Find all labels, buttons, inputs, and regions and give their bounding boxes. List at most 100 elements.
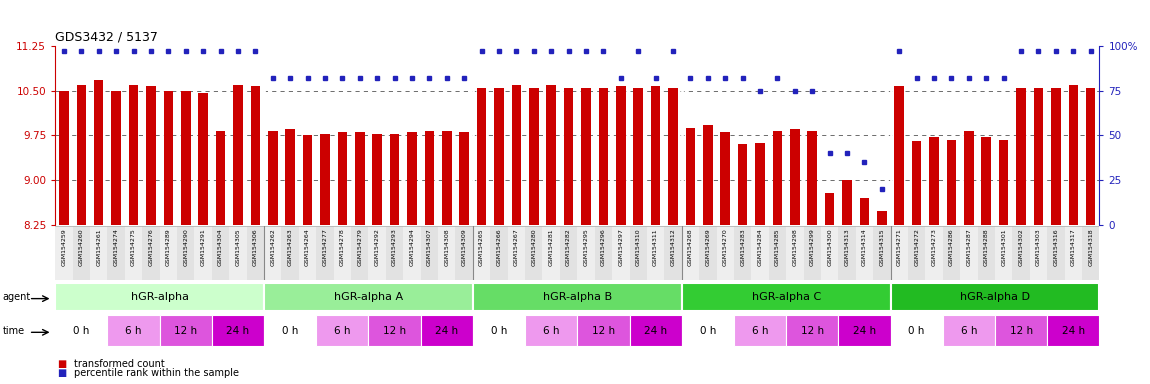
Text: GSM154303: GSM154303 bbox=[1036, 228, 1041, 266]
Bar bbox=[163, 91, 174, 225]
Bar bbox=[943, 315, 995, 346]
Bar bbox=[181, 91, 191, 225]
Bar bbox=[455, 226, 473, 280]
Bar bbox=[442, 131, 452, 225]
Text: GSM154272: GSM154272 bbox=[914, 228, 919, 266]
Bar bbox=[768, 226, 787, 280]
Text: GSM154262: GSM154262 bbox=[270, 228, 275, 266]
Bar bbox=[316, 315, 368, 346]
Text: GSM154301: GSM154301 bbox=[1002, 228, 1006, 266]
Text: GSM154268: GSM154268 bbox=[688, 228, 693, 266]
Text: GSM154310: GSM154310 bbox=[636, 228, 641, 266]
Text: GSM154287: GSM154287 bbox=[966, 228, 972, 266]
Bar bbox=[438, 226, 455, 280]
Bar bbox=[978, 226, 995, 280]
Text: ■: ■ bbox=[58, 368, 67, 378]
Bar bbox=[877, 211, 887, 225]
Bar bbox=[285, 129, 294, 225]
Text: GSM154286: GSM154286 bbox=[949, 228, 954, 266]
Bar bbox=[424, 131, 435, 225]
Bar bbox=[751, 226, 768, 280]
Text: GSM154315: GSM154315 bbox=[880, 228, 884, 266]
Bar bbox=[55, 283, 264, 311]
Bar bbox=[668, 88, 677, 225]
Bar bbox=[890, 283, 1099, 311]
Bar bbox=[560, 226, 577, 280]
Text: GSM154292: GSM154292 bbox=[375, 228, 380, 266]
Text: GSM154277: GSM154277 bbox=[322, 228, 328, 266]
Bar bbox=[612, 226, 629, 280]
Bar bbox=[251, 86, 260, 225]
Bar bbox=[494, 88, 504, 225]
Bar bbox=[964, 131, 974, 225]
Text: 0 h: 0 h bbox=[282, 326, 298, 336]
Text: 12 h: 12 h bbox=[174, 326, 198, 336]
Text: 0 h: 0 h bbox=[74, 326, 90, 336]
Text: GSM154265: GSM154265 bbox=[480, 228, 484, 266]
Text: GSM154296: GSM154296 bbox=[601, 228, 606, 266]
Bar bbox=[856, 226, 873, 280]
Text: GSM154266: GSM154266 bbox=[497, 228, 501, 266]
Bar bbox=[107, 226, 125, 280]
Bar bbox=[526, 226, 543, 280]
Text: GSM154316: GSM154316 bbox=[1053, 228, 1058, 266]
Bar bbox=[599, 88, 608, 225]
Bar bbox=[268, 131, 277, 225]
Bar bbox=[507, 226, 526, 280]
Bar bbox=[407, 132, 416, 225]
Bar bbox=[946, 139, 957, 225]
Text: GSM154276: GSM154276 bbox=[148, 228, 153, 266]
Text: GSM154304: GSM154304 bbox=[218, 228, 223, 266]
Text: GSM154285: GSM154285 bbox=[775, 228, 780, 266]
Bar bbox=[526, 315, 577, 346]
Bar bbox=[229, 226, 246, 280]
Text: 0 h: 0 h bbox=[699, 326, 716, 336]
Bar bbox=[703, 125, 713, 225]
Bar bbox=[595, 226, 612, 280]
Bar bbox=[1034, 88, 1043, 225]
Bar bbox=[647, 226, 665, 280]
Text: GSM154283: GSM154283 bbox=[741, 228, 745, 266]
Bar bbox=[821, 226, 838, 280]
Bar bbox=[529, 88, 538, 225]
Bar bbox=[999, 139, 1009, 225]
Bar bbox=[1051, 88, 1060, 225]
Text: GSM154282: GSM154282 bbox=[566, 228, 572, 266]
Bar bbox=[421, 226, 438, 280]
Bar bbox=[112, 91, 121, 225]
Bar bbox=[299, 226, 316, 280]
Bar bbox=[890, 226, 908, 280]
Bar bbox=[807, 131, 816, 225]
Bar bbox=[860, 198, 869, 225]
Text: 24 h: 24 h bbox=[853, 326, 876, 336]
Text: GSM154278: GSM154278 bbox=[340, 228, 345, 266]
Text: GSM154269: GSM154269 bbox=[705, 228, 711, 266]
Text: GSM154273: GSM154273 bbox=[932, 228, 936, 266]
Text: GSM154293: GSM154293 bbox=[392, 228, 397, 266]
Text: GSM154312: GSM154312 bbox=[670, 228, 675, 266]
Text: 6 h: 6 h bbox=[335, 326, 351, 336]
Bar bbox=[125, 226, 143, 280]
Text: GSM154280: GSM154280 bbox=[531, 228, 536, 266]
Text: GSM154260: GSM154260 bbox=[79, 228, 84, 266]
Text: GSM154270: GSM154270 bbox=[722, 228, 728, 266]
Bar bbox=[873, 226, 890, 280]
Bar bbox=[577, 315, 629, 346]
Text: 0 h: 0 h bbox=[491, 326, 507, 336]
Bar bbox=[716, 226, 734, 280]
Bar bbox=[55, 315, 107, 346]
Text: GSM154309: GSM154309 bbox=[461, 228, 467, 266]
Text: agent: agent bbox=[2, 292, 31, 302]
Bar bbox=[685, 127, 696, 225]
Text: GSM154264: GSM154264 bbox=[305, 228, 310, 266]
Text: 0 h: 0 h bbox=[908, 326, 925, 336]
Bar bbox=[55, 226, 72, 280]
Text: GSM154275: GSM154275 bbox=[131, 228, 136, 266]
Bar bbox=[577, 226, 595, 280]
Bar bbox=[546, 85, 555, 225]
Bar bbox=[682, 283, 890, 311]
Text: GSM154294: GSM154294 bbox=[409, 228, 414, 266]
Bar bbox=[302, 136, 313, 225]
Bar bbox=[581, 88, 591, 225]
Text: GSM154318: GSM154318 bbox=[1088, 228, 1094, 266]
